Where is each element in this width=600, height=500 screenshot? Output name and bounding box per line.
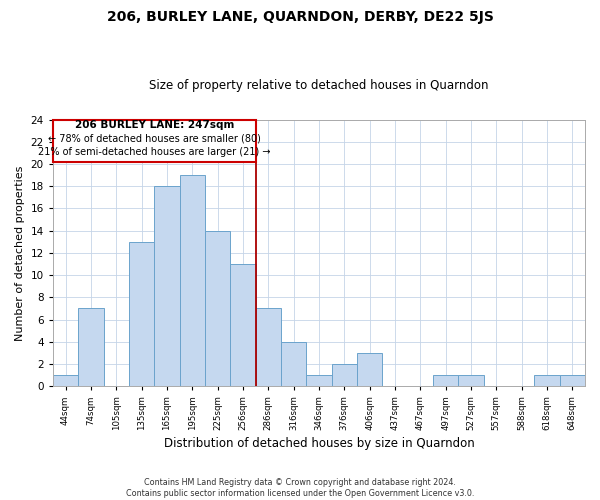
Bar [179,175,205,386]
Bar [230,264,256,386]
FancyBboxPatch shape [53,120,256,162]
Bar [458,375,484,386]
Text: 206, BURLEY LANE, QUARNDON, DERBY, DE22 5JS: 206, BURLEY LANE, QUARNDON, DERBY, DE22 … [107,10,493,24]
Bar [256,308,281,386]
Text: ← 78% of detached houses are smaller (80): ← 78% of detached houses are smaller (80… [48,134,260,143]
Bar [433,375,458,386]
Bar [560,375,585,386]
Bar [332,364,357,386]
X-axis label: Distribution of detached houses by size in Quarndon: Distribution of detached houses by size … [164,437,474,450]
Y-axis label: Number of detached properties: Number of detached properties [15,165,25,340]
Text: 21% of semi-detached houses are larger (21) →: 21% of semi-detached houses are larger (… [38,147,271,157]
Bar [205,230,230,386]
Bar [129,242,154,386]
Title: Size of property relative to detached houses in Quarndon: Size of property relative to detached ho… [149,79,488,92]
Text: 206 BURLEY LANE: 247sqm: 206 BURLEY LANE: 247sqm [74,120,234,130]
Bar [78,308,104,386]
Bar [154,186,179,386]
Bar [357,353,382,386]
Bar [53,375,78,386]
Bar [535,375,560,386]
Text: Contains HM Land Registry data © Crown copyright and database right 2024.
Contai: Contains HM Land Registry data © Crown c… [126,478,474,498]
Bar [306,375,332,386]
Bar [281,342,306,386]
